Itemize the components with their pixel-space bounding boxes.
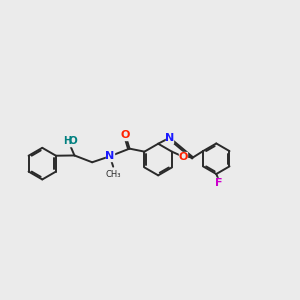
Text: O: O xyxy=(178,152,188,161)
Text: F: F xyxy=(215,178,223,188)
Text: O: O xyxy=(121,130,130,140)
Bar xyxy=(215,178,223,188)
Text: O: O xyxy=(68,136,77,146)
Text: N: N xyxy=(105,151,115,161)
Bar xyxy=(106,152,114,161)
Bar xyxy=(69,136,76,146)
Text: N: N xyxy=(165,133,174,143)
Bar xyxy=(63,136,70,146)
Bar xyxy=(166,133,173,142)
Bar xyxy=(122,130,129,140)
Bar xyxy=(179,152,187,161)
Text: H: H xyxy=(63,136,71,146)
Text: CH₃: CH₃ xyxy=(105,170,121,179)
